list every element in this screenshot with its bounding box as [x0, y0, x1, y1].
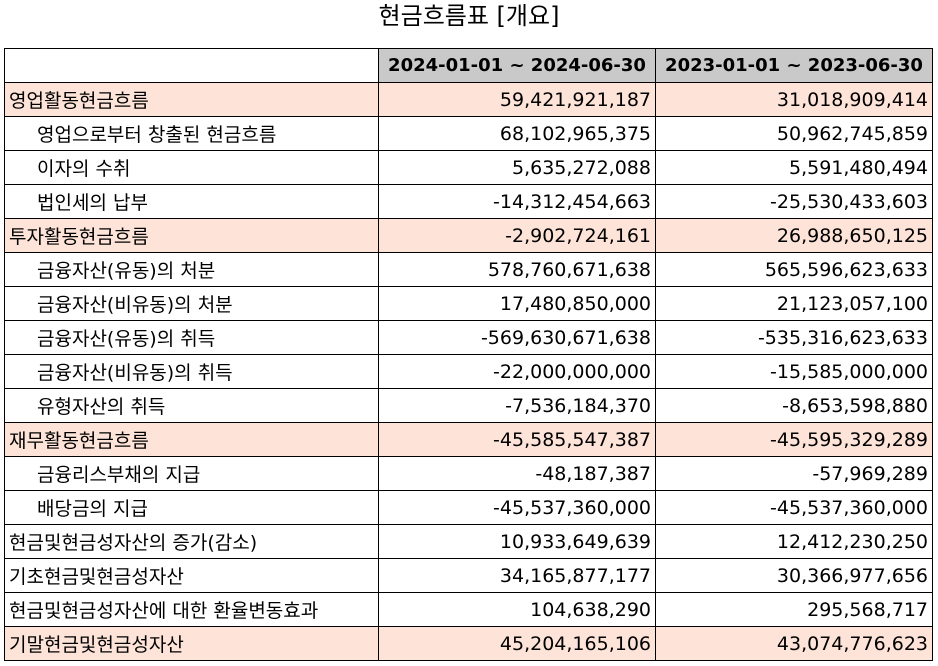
row-label: 영업으로부터 창출된 현금흐름: [4, 116, 379, 151]
row-previous-value: 21,123,057,100: [655, 286, 933, 321]
table-row: 법인세의 납부 -14,312,454,663 -25,530,433,603: [4, 184, 933, 219]
row-label: 금융자산(비유동)의 처분: [4, 286, 379, 321]
row-label: 배당금의 지급: [4, 490, 379, 525]
table-row: 재무활동현금흐름 -45,585,547,387 -45,595,329,289: [4, 422, 933, 457]
row-previous-value: 295,568,717: [655, 592, 933, 627]
row-previous-value: -8,653,598,880: [655, 388, 933, 423]
row-current-value: 10,933,649,639: [378, 524, 656, 559]
row-current-value: 45,204,165,106: [378, 626, 656, 661]
cash-flow-table: 2024-01-01 ~ 2024-06-30 2023-01-01 ~ 202…: [4, 48, 933, 661]
row-current-value: -2,902,724,161: [378, 218, 656, 253]
table-row: 영업활동현금흐름 59,421,921,187 31,018,909,414: [4, 82, 933, 117]
row-previous-value: -45,595,329,289: [655, 422, 933, 457]
row-label: 이자의 수취: [4, 150, 379, 185]
header-period-previous: 2023-01-01 ~ 2023-06-30: [655, 48, 933, 83]
row-current-value: -569,630,671,638: [378, 320, 656, 355]
table-row: 금융자산(유동)의 취득 -569,630,671,638 -535,316,6…: [4, 320, 933, 355]
row-current-value: -22,000,000,000: [378, 354, 656, 389]
row-previous-value: -535,316,623,633: [655, 320, 933, 355]
row-previous-value: -25,530,433,603: [655, 184, 933, 219]
row-previous-value: 26,988,650,125: [655, 218, 933, 253]
row-label: 영업활동현금흐름: [4, 82, 379, 117]
table-row: 현금및현금성자산에 대한 환율변동효과 104,638,290 295,568,…: [4, 592, 933, 627]
row-label: 금융자산(비유동)의 취득: [4, 354, 379, 389]
table-row: 현금및현금성자산의 증가(감소) 10,933,649,639 12,412,2…: [4, 524, 933, 559]
row-label: 금융자산(유동)의 취득: [4, 320, 379, 355]
header-blank-cell: [4, 48, 379, 83]
table-row: 유형자산의 취득 -7,536,184,370 -8,653,598,880: [4, 388, 933, 423]
row-current-value: 17,480,850,000: [378, 286, 656, 321]
table-row: 금융자산(유동)의 처분 578,760,671,638 565,596,623…: [4, 252, 933, 287]
row-previous-value: 31,018,909,414: [655, 82, 933, 117]
row-label: 현금및현금성자산의 증가(감소): [4, 524, 379, 559]
row-label: 법인세의 납부: [4, 184, 379, 219]
row-label: 유형자산의 취득: [4, 388, 379, 423]
row-label: 기초현금및현금성자산: [4, 558, 379, 593]
row-previous-value: 565,596,623,633: [655, 252, 933, 287]
row-label: 재무활동현금흐름: [4, 422, 379, 457]
row-previous-value: 50,962,745,859: [655, 116, 933, 151]
row-previous-value: 30,366,977,656: [655, 558, 933, 593]
header-period-current: 2024-01-01 ~ 2024-06-30: [378, 48, 656, 83]
row-label: 현금및현금성자산에 대한 환율변동효과: [4, 592, 379, 627]
table-row: 금융자산(비유동)의 취득 -22,000,000,000 -15,585,00…: [4, 354, 933, 389]
table-row: 투자활동현금흐름 -2,902,724,161 26,988,650,125: [4, 218, 933, 253]
row-label: 금융리스부채의 지급: [4, 456, 379, 491]
row-current-value: 104,638,290: [378, 592, 656, 627]
table-row: 이자의 수취 5,635,272,088 5,591,480,494: [4, 150, 933, 185]
row-current-value: -45,537,360,000: [378, 490, 656, 525]
table-row: 금융리스부채의 지급 -48,187,387 -57,969,289: [4, 456, 933, 491]
page-title: 현금흐름표 [개요]: [378, 2, 560, 30]
row-current-value: -45,585,547,387: [378, 422, 656, 457]
row-current-value: -48,187,387: [378, 456, 656, 491]
row-label: 투자활동현금흐름: [4, 218, 379, 253]
table-row: 배당금의 지급 -45,537,360,000 -45,537,360,000: [4, 490, 933, 525]
table-row: 금융자산(비유동)의 처분 17,480,850,000 21,123,057,…: [4, 286, 933, 321]
row-current-value: 68,102,965,375: [378, 116, 656, 151]
row-current-value: 5,635,272,088: [378, 150, 656, 185]
table-row: 기말현금및현금성자산 45,204,165,106 43,074,776,623: [4, 626, 933, 661]
table-header-row: 2024-01-01 ~ 2024-06-30 2023-01-01 ~ 202…: [4, 48, 933, 83]
row-current-value: -7,536,184,370: [378, 388, 656, 423]
table-row: 영업으로부터 창출된 현금흐름 68,102,965,375 50,962,74…: [4, 116, 933, 151]
row-previous-value: 5,591,480,494: [655, 150, 933, 185]
row-current-value: 34,165,877,177: [378, 558, 656, 593]
row-current-value: 59,421,921,187: [378, 82, 656, 117]
row-previous-value: -57,969,289: [655, 456, 933, 491]
row-current-value: 578,760,671,638: [378, 252, 656, 287]
row-previous-value: 43,074,776,623: [655, 626, 933, 661]
row-previous-value: -15,585,000,000: [655, 354, 933, 389]
row-previous-value: -45,537,360,000: [655, 490, 933, 525]
row-current-value: -14,312,454,663: [378, 184, 656, 219]
row-label: 기말현금및현금성자산: [4, 626, 379, 661]
row-previous-value: 12,412,230,250: [655, 524, 933, 559]
table-row: 기초현금및현금성자산 34,165,877,177 30,366,977,656: [4, 558, 933, 593]
row-label: 금융자산(유동)의 처분: [4, 252, 379, 287]
